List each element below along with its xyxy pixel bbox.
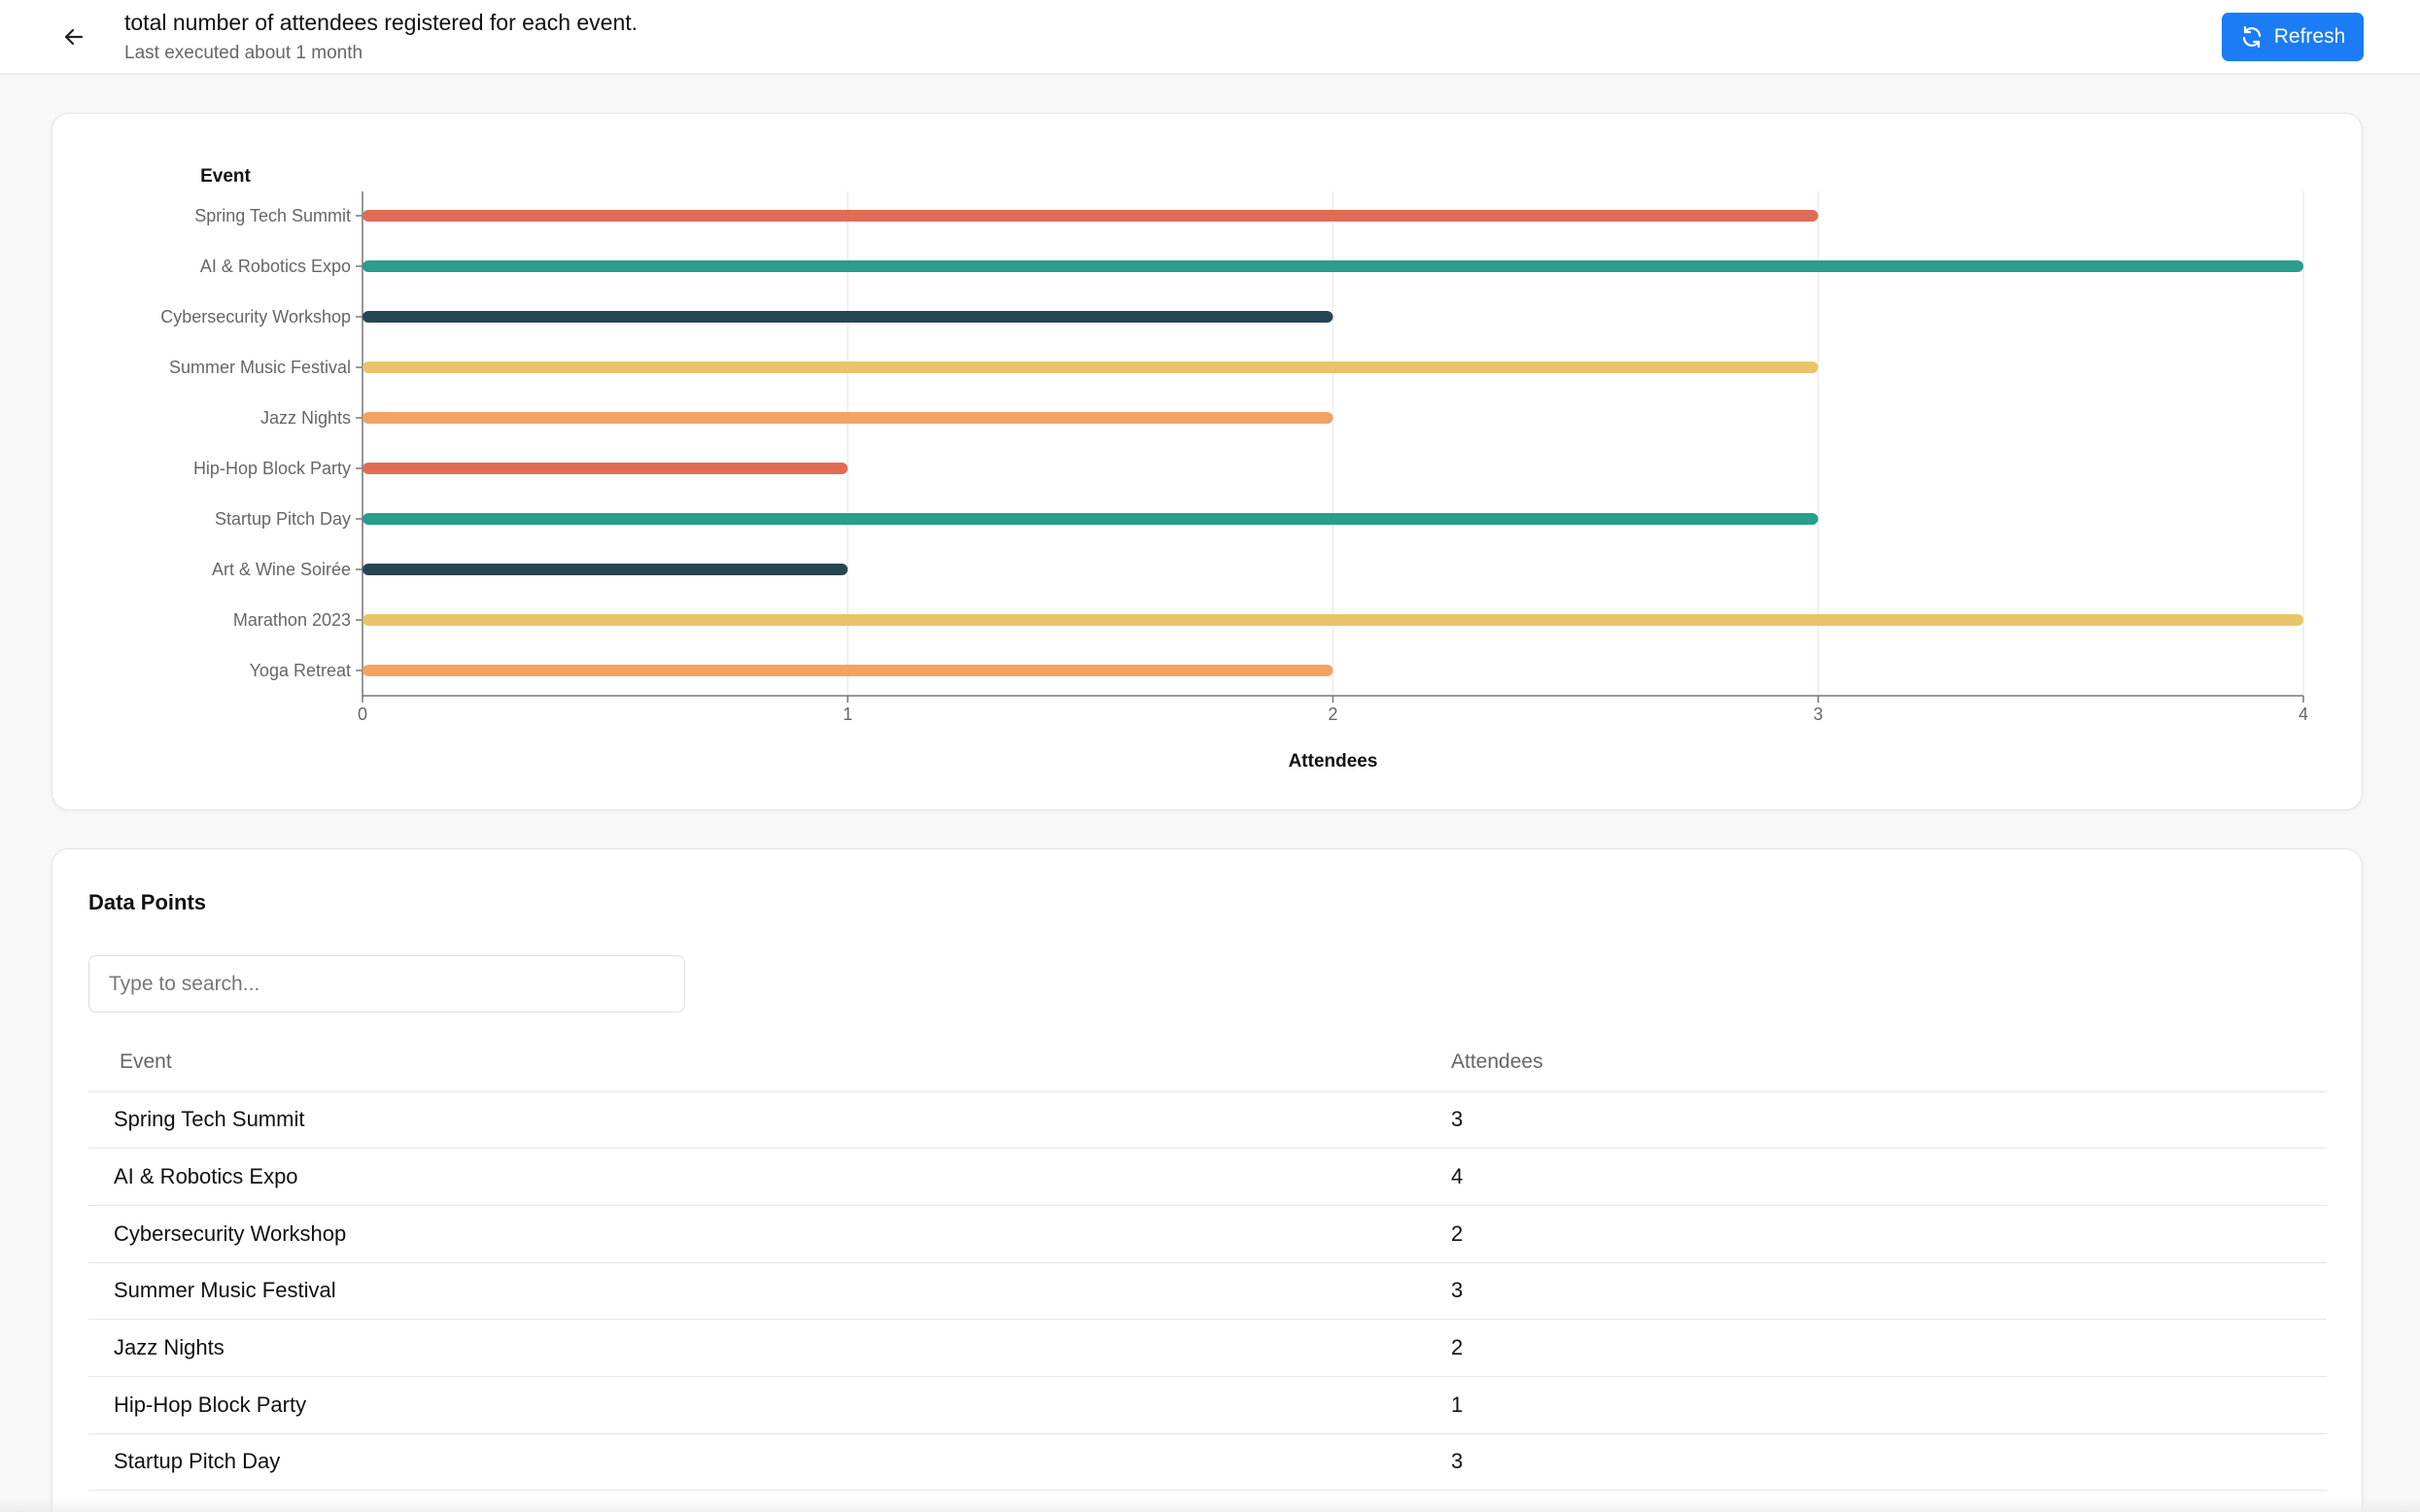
cell-event: Jazz Nights [88, 1319, 1451, 1377]
table-row[interactable]: Hip-Hop Block Party 1 [88, 1376, 2327, 1434]
data-points-card: Data Points Event Attendees Spring Tech … [52, 848, 2363, 1512]
table-row[interactable]: Summer Music Festival 3 [88, 1262, 2327, 1321]
cell-attendees: 3 [1451, 1091, 2327, 1150]
column-header-event[interactable]: Event [88, 1033, 1451, 1092]
y-tick-label: Jazz Nights [260, 408, 351, 428]
refresh-button[interactable]: Refresh [2222, 13, 2364, 61]
column-header-attendees[interactable]: Attendees [1451, 1033, 2327, 1092]
table-row[interactable]: AI & Robotics Expo 4 [88, 1148, 2327, 1206]
data-table: Event Attendees Spring Tech Summit 3 AI & … [88, 1033, 2327, 1492]
cell-event: Spring Tech Summit [88, 1091, 1451, 1150]
x-tick-label: 1 [843, 704, 852, 724]
y-tick-label: Summer Music Festival [169, 358, 351, 377]
table-row[interactable]: Spring Tech Summit 3 [88, 1091, 2327, 1150]
y-tick-label: Hip-Hop Block Party [193, 459, 351, 478]
back-button[interactable] [56, 19, 91, 54]
cell-attendees: 1 [1451, 1376, 2327, 1434]
cell-event: Cybersecurity Workshop [88, 1205, 1451, 1263]
y-tick-label: Cybersecurity Workshop [160, 307, 351, 326]
cell-event: Startup Pitch Day [88, 1433, 1451, 1492]
arrow-left-icon [64, 28, 84, 46]
x-tick-label: 0 [358, 704, 367, 724]
refresh-button-label: Refresh [2273, 25, 2346, 48]
cell-event: Summer Music Festival [88, 1262, 1451, 1321]
last-executed-text: Last executed about 1 month [124, 43, 363, 63]
cell-attendees: 3 [1451, 1262, 2327, 1321]
cell-event: AI & Robotics Expo [88, 1148, 1451, 1206]
refresh-icon [2242, 25, 2261, 49]
cell-attendees: 2 [1451, 1205, 2327, 1263]
y-tick-label: Startup Pitch Day [215, 509, 351, 529]
table-row[interactable]: Jazz Nights 2 [88, 1319, 2327, 1377]
y-axis-title: Event [200, 166, 251, 187]
y-tick-label: Art & Wine Soirée [212, 560, 351, 579]
cell-attendees: 2 [1451, 1319, 2327, 1377]
top-bar: total number of attendees registered for… [0, 0, 2420, 75]
bar-chart: 0 1 2 3 4 Spring Tech Summit AI & Robotics Exp… [160, 166, 2308, 772]
y-tick-label: AI & Robotics Expo [200, 257, 351, 276]
chart-card: 0 1 2 3 4 Spring Tech Summit AI & Robotics Exp… [52, 113, 2363, 810]
table-header-row: Event Attendees [88, 1033, 2327, 1092]
cell-attendees: 3 [1451, 1433, 2327, 1492]
table-row[interactable]: Startup Pitch Day 3 [88, 1433, 2327, 1492]
page-title: total number of attendees registered for… [124, 10, 639, 35]
search-input[interactable] [88, 955, 685, 1013]
cell-attendees: 4 [1451, 1148, 2327, 1206]
x-axis-title: Attendees [1289, 751, 1378, 772]
section-title: Data Points [88, 890, 207, 914]
x-tick-label: 2 [1328, 704, 1337, 724]
y-tick-label: Yoga Retreat [250, 661, 351, 680]
table-row[interactable]: Cybersecurity Workshop 2 [88, 1205, 2327, 1263]
x-tick-label: 4 [2299, 704, 2308, 724]
cell-event: Hip-Hop Block Party [88, 1376, 1451, 1434]
y-tick-label: Spring Tech Summit [194, 206, 351, 225]
y-tick-label: Marathon 2023 [233, 610, 351, 630]
x-tick-label: 3 [1814, 704, 1823, 724]
